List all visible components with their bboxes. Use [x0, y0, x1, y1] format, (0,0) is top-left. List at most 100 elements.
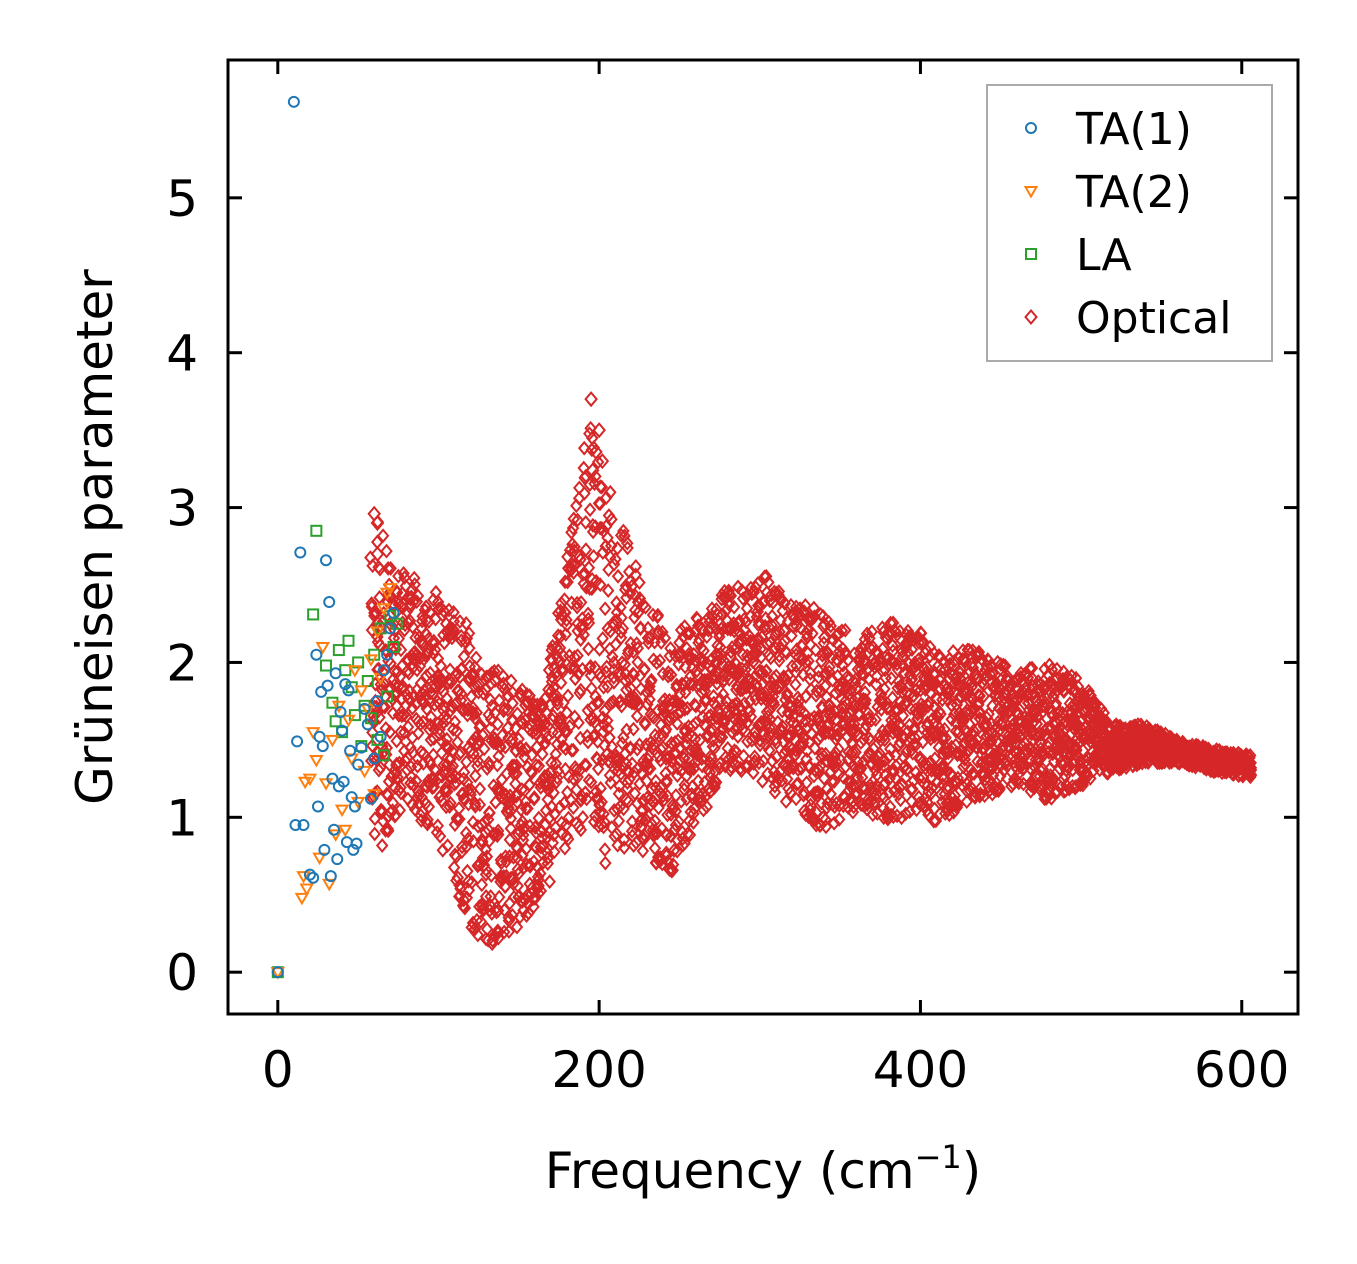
optical-point — [527, 899, 540, 915]
optical-point — [717, 721, 730, 737]
y-tick-label: 3 — [166, 480, 198, 538]
optical-point — [892, 673, 906, 689]
optical-point — [570, 595, 584, 611]
optical-point — [592, 694, 605, 710]
legend-entry: TA(2) — [1023, 167, 1192, 218]
optical-point — [831, 727, 844, 743]
optical-point — [617, 832, 631, 848]
optical-point — [401, 719, 415, 735]
optical-point — [786, 708, 800, 724]
optical-point — [799, 654, 812, 670]
optical-point — [616, 621, 630, 636]
optical-point — [900, 762, 914, 778]
optical-point — [521, 801, 534, 816]
optical-point — [528, 891, 542, 906]
optical-point — [669, 817, 683, 833]
optical-point — [833, 798, 846, 813]
optical-point — [408, 577, 422, 592]
optical-point — [374, 677, 388, 692]
optical-point — [403, 613, 417, 629]
optical-point — [547, 785, 560, 801]
optical-point — [593, 641, 606, 657]
optical-point — [705, 751, 718, 767]
optical-point — [878, 681, 891, 697]
optical-point — [457, 892, 471, 908]
optical-point — [677, 678, 691, 693]
optical-point — [370, 515, 385, 532]
optical-point — [547, 660, 561, 676]
optical-point — [603, 767, 617, 783]
optical-point — [506, 695, 519, 711]
optical-point — [395, 708, 409, 724]
optical-point — [1011, 692, 1025, 708]
optical-point — [546, 638, 559, 654]
data-point — [310, 648, 323, 661]
optical-point — [819, 819, 833, 835]
optical-point — [576, 567, 590, 583]
optical-point — [591, 761, 605, 777]
optical-point — [812, 670, 825, 685]
optical-point — [803, 758, 816, 774]
optical-point — [770, 774, 783, 790]
optical-point — [747, 765, 760, 781]
data-point — [291, 735, 304, 748]
optical-point — [873, 728, 887, 744]
optical-point — [866, 807, 880, 823]
optical-point — [690, 747, 704, 763]
optical-point — [631, 640, 645, 656]
optical-point — [579, 515, 592, 530]
optical-point — [447, 604, 460, 620]
optical-point — [797, 784, 811, 800]
optical-point — [870, 767, 884, 783]
optical-point — [370, 545, 385, 563]
optical-point — [954, 661, 967, 677]
data-point — [342, 684, 355, 697]
legend: TA(1) TA(2) LA Optical — [986, 84, 1273, 362]
data-point — [307, 871, 320, 884]
optical-point — [549, 756, 563, 772]
optical-point — [918, 798, 931, 814]
optical-point — [538, 717, 551, 733]
optical-point — [512, 731, 525, 747]
optical-point — [660, 772, 674, 788]
optical-point — [643, 691, 656, 707]
data-point — [341, 714, 356, 728]
optical-point — [717, 672, 731, 688]
optical-point — [673, 740, 687, 755]
optical-point — [896, 658, 910, 674]
optical-point — [810, 683, 824, 699]
optical-point — [767, 697, 781, 713]
optical-point — [964, 656, 978, 672]
optical-point — [625, 823, 639, 839]
optical-point — [896, 708, 910, 724]
x-tick-label: 600 — [1194, 1041, 1289, 1099]
optical-point — [986, 666, 999, 681]
data-point — [364, 712, 377, 725]
optical-point — [855, 666, 869, 681]
optical-point — [586, 517, 600, 533]
optical-point — [713, 626, 726, 641]
optical-point — [494, 870, 508, 886]
optical-point — [553, 799, 567, 815]
optical-point — [671, 733, 685, 748]
optical-point — [368, 826, 381, 842]
optical-point — [989, 754, 1003, 770]
optical-point — [554, 675, 568, 691]
optical-point — [744, 709, 758, 725]
optical-point — [532, 758, 546, 774]
optical-point — [736, 647, 750, 663]
data-point — [320, 554, 333, 567]
optical-point — [376, 528, 390, 544]
data-point — [324, 870, 337, 883]
optical-point — [839, 622, 852, 638]
optical-point — [940, 680, 954, 696]
optical-point — [802, 653, 815, 669]
data-point — [309, 755, 324, 768]
optical-point — [941, 751, 955, 767]
optical-point — [503, 832, 517, 848]
data-point — [363, 654, 379, 667]
optical-point — [809, 817, 823, 833]
optical-point — [628, 610, 641, 625]
optical-point — [934, 706, 947, 722]
x-tick-label: 0 — [262, 1041, 294, 1099]
